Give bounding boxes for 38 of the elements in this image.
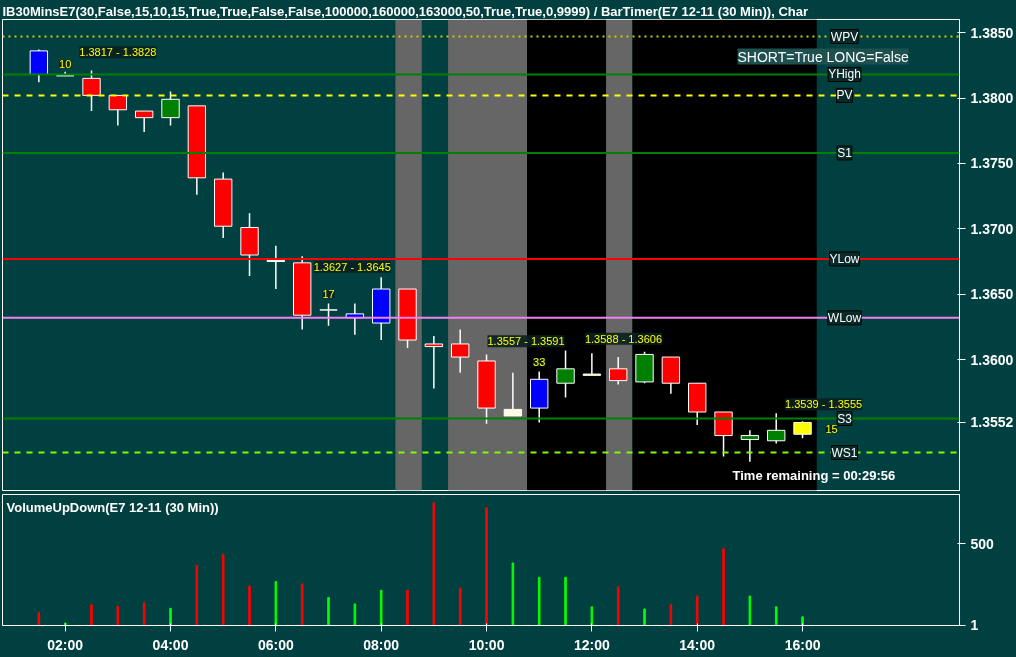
y-tick-label: 1.3750 [970, 155, 1014, 172]
x-tick-label: 08:00 [363, 636, 400, 653]
x-tick-label: 16:00 [784, 636, 821, 653]
ref-line-label: YLow [829, 251, 860, 266]
x-tick-label: 04:00 [152, 636, 189, 653]
ref-line-label: S1 [837, 145, 853, 160]
y-tick-label: 500 [970, 535, 995, 552]
x-tick-label: 06:00 [257, 636, 294, 653]
chart-title: VolumeUpDown(E7 12-11 (30 Min)) [6, 499, 219, 515]
ref-line-label: YHigh [828, 67, 861, 82]
annotation: 1.3588 - 1.3606 [584, 332, 663, 345]
y-tick-label: 1.3650 [970, 286, 1014, 303]
ref-line-label: PV [836, 88, 853, 103]
chart-title: IB30MinsE7(30,False,15,10,15,True,True,False,False,100000,160000,163000,50,True,True,0,9999) / BarTimer(E7 12-11 (30 Min)), Char [2, 3, 808, 19]
x-tick-label: 10:00 [468, 636, 505, 653]
x-tick-label: 02:00 [47, 636, 84, 653]
ref-line-label: WPV [830, 29, 859, 44]
y-tick-label: 1.3600 [970, 351, 1014, 368]
annotation: 17 [322, 288, 335, 301]
annotation: 1.3539 - 1.3555 [785, 398, 863, 411]
annotation: 1.3627 - 1.3645 [313, 260, 391, 273]
annotation: 1.3557 - 1.3591 [487, 335, 565, 348]
y-tick-label: 1.3552 [970, 414, 1014, 431]
x-tick-label: 12:00 [573, 636, 610, 653]
annotation: 10 [59, 57, 72, 70]
ref-line-label: WLow [827, 310, 862, 325]
y-tick-label: 1.3700 [970, 220, 1014, 237]
annotation: Time remaining = 00:29:56 [732, 467, 896, 483]
x-tick-label: 14:00 [679, 636, 716, 653]
y-tick-label: 1.3850 [970, 24, 1014, 41]
annotation: 1.3817 - 1.3828 [79, 46, 157, 59]
annotation: 15 [825, 423, 838, 436]
annotation: 33 [533, 356, 546, 369]
y-tick-label: 1.3800 [970, 90, 1014, 106]
ref-line-label: S3 [837, 411, 853, 426]
ref-line-label: WS1 [831, 445, 858, 460]
annotation: SHORT=True LONG=False [737, 48, 909, 65]
y-tick-label: 1 [970, 617, 979, 634]
